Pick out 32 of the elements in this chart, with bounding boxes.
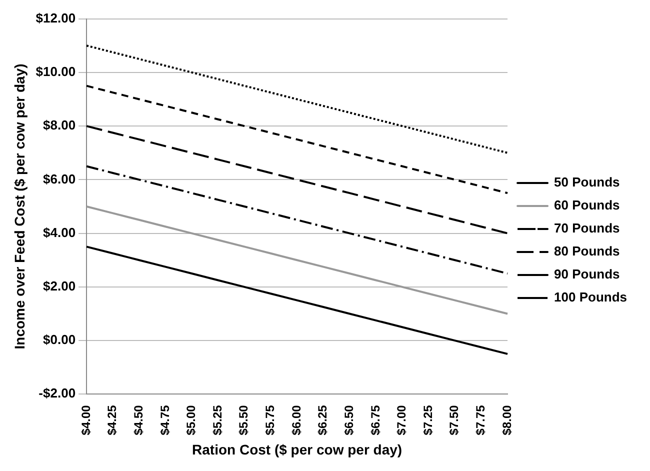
x-tick-label: $5.00 (184, 404, 198, 436)
x-tick-label: $8.00 (500, 404, 514, 436)
legend-label: 70 Pounds (554, 220, 620, 236)
legend-label: 80 Pounds (554, 244, 620, 259)
x-tick-label: $4.50 (131, 404, 146, 436)
y-tick-label: -$2.00 (38, 386, 76, 401)
x-axis-title: Ration Cost ($ per cow per day) (192, 441, 402, 458)
x-tick-label: $5.25 (210, 404, 224, 436)
x-tick-label: $4.25 (105, 404, 120, 436)
x-tick-label: $7.50 (447, 404, 462, 436)
x-tick-label: $5.75 (263, 404, 278, 436)
x-tick-label: $5.50 (236, 404, 251, 436)
y-tick-label: $2.00 (43, 278, 76, 294)
y-tick-label: $4.00 (43, 224, 76, 240)
x-tick-label: $6.50 (342, 404, 356, 436)
y-tick-label: $8.00 (43, 118, 76, 133)
legend-label: 90 Pounds (554, 266, 620, 282)
y-tick-label: $0.00 (43, 332, 76, 348)
y-axis-title: Income over Feed Cost ($ per cow per day) (11, 64, 28, 350)
x-tick-label: $6.00 (289, 404, 304, 436)
x-tick-label: $7.75 (474, 404, 488, 436)
x-tick-label: $7.25 (420, 404, 435, 436)
legend-label: 60 Pounds (554, 198, 620, 213)
x-tick-label: $6.75 (368, 404, 382, 436)
y-tick-label: $12.00 (36, 10, 76, 26)
legend-label: 100 Pounds (554, 290, 627, 305)
legend-label: 50 Pounds (554, 174, 620, 190)
y-tick-label: $6.00 (43, 171, 76, 186)
x-tick-label: $7.00 (394, 404, 409, 436)
y-tick-label: $10.00 (36, 64, 76, 80)
x-tick-label: $6.25 (316, 404, 330, 436)
x-tick-label: $4.75 (158, 404, 172, 436)
